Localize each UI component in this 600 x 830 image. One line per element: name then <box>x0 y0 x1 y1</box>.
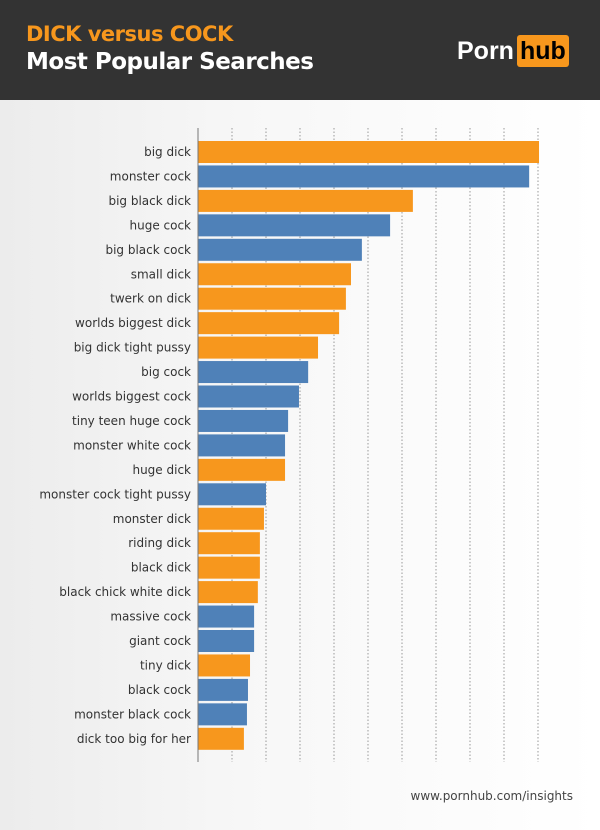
category-label: giant cock <box>129 634 191 648</box>
bar <box>198 507 264 530</box>
category-label: black cock <box>128 683 191 697</box>
category-label: dick too big for her <box>77 732 191 746</box>
logo-left: Porn <box>457 36 514 65</box>
category-label: black dick <box>131 561 191 575</box>
footer-url: www.pornhub.com/insights <box>410 789 573 803</box>
bar <box>198 654 251 677</box>
bar <box>198 727 244 750</box>
bar <box>198 165 530 188</box>
category-label: huge dick <box>132 463 191 477</box>
category-label: worlds biggest cock <box>72 390 191 404</box>
category-label: monster white cock <box>73 438 191 452</box>
category-label: big black cock <box>105 243 191 257</box>
bar <box>198 630 255 652</box>
category-label: huge cock <box>129 218 191 232</box>
bar <box>198 409 289 432</box>
category-label: monster dick <box>113 512 191 526</box>
bar <box>198 238 362 261</box>
pornhub-logo: Porn hub <box>457 35 569 67</box>
bar <box>198 703 247 726</box>
category-label: big cock <box>141 365 191 379</box>
category-label: monster cock tight pussy <box>39 487 191 501</box>
category-label: monster black cock <box>74 707 191 721</box>
category-label: black chick white dick <box>59 585 191 599</box>
category-label: twerk on dick <box>110 292 191 306</box>
category-label: massive cock <box>110 610 191 624</box>
logo-right: hub <box>516 35 569 67</box>
category-label: riding dick <box>128 536 191 550</box>
category-label: small dick <box>131 267 191 281</box>
chart-subtitle: Most Popular Searches <box>26 49 314 75</box>
category-label: big dick tight pussy <box>74 341 191 355</box>
bar <box>198 336 319 359</box>
chart-title: DICK versus COCK <box>26 22 233 46</box>
bar <box>198 556 260 579</box>
category-label: monster cock <box>110 169 191 183</box>
bar <box>198 483 266 506</box>
bar <box>198 434 286 457</box>
category-label: tiny teen huge cock <box>72 414 191 428</box>
bar <box>198 141 540 163</box>
bar <box>198 214 391 237</box>
bar <box>198 287 346 310</box>
bar <box>198 189 413 212</box>
bar <box>198 678 248 701</box>
header: DICK versus COCK Most Popular Searches P… <box>0 0 600 100</box>
category-label: worlds biggest dick <box>75 316 191 330</box>
bar <box>198 312 340 335</box>
category-label: big black dick <box>108 194 191 208</box>
bar <box>198 458 286 481</box>
category-label: big dick <box>144 145 191 159</box>
bar <box>198 263 351 286</box>
bar <box>198 385 299 408</box>
bar <box>198 361 309 384</box>
bar <box>198 605 255 628</box>
bar <box>198 532 260 555</box>
bar <box>198 581 258 604</box>
category-label: tiny dick <box>140 658 191 672</box>
